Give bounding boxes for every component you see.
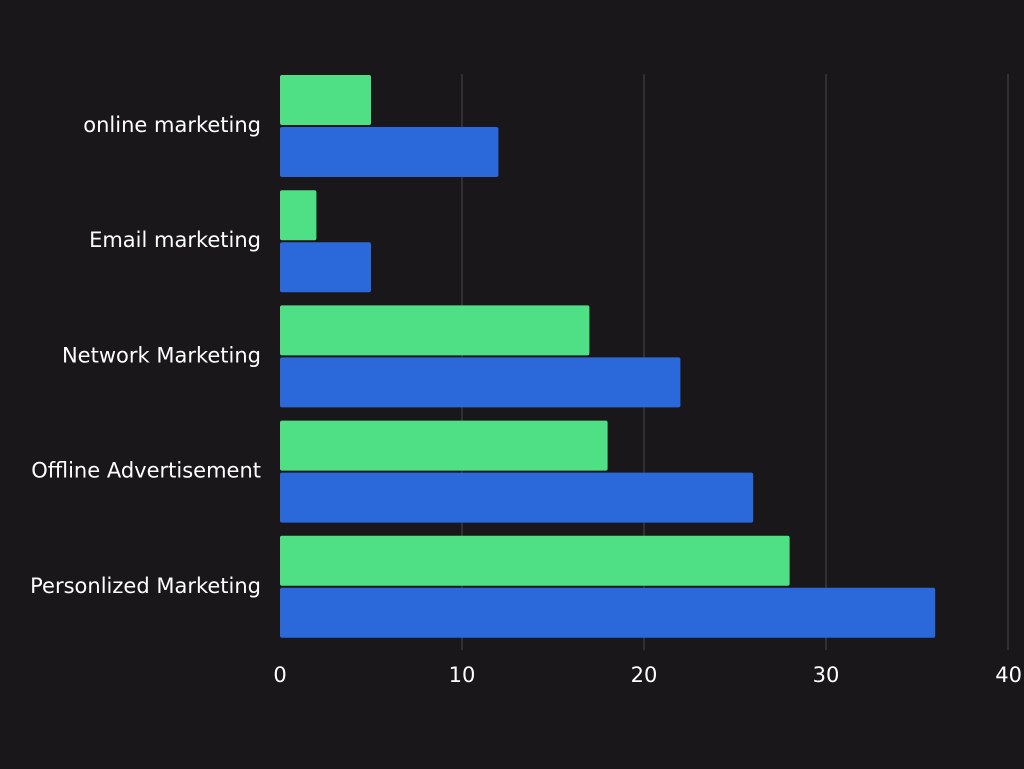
category-label: Network Marketing <box>62 343 261 367</box>
x-tick-label: 10 <box>449 663 476 687</box>
bar-personlized-marketing-series-1 <box>280 535 790 586</box>
x-tick-label: 40 <box>995 663 1022 687</box>
x-axis-tick-labels: 0 10 20 30 40 <box>273 663 1022 687</box>
bars <box>280 75 936 638</box>
category-label: Offline Advertisement <box>31 459 261 483</box>
category-label: Personlized Marketing <box>30 574 261 598</box>
bar-email-marketing-series-2 <box>280 242 371 293</box>
bar-network-marketing-series-2 <box>280 357 681 408</box>
category-label: Email marketing <box>89 228 261 252</box>
bar-offline-advertisement-series-1 <box>280 420 608 471</box>
category-label: online marketing <box>83 113 261 137</box>
bar-email-marketing-series-1 <box>280 190 317 241</box>
x-tick-label: 0 <box>273 663 286 687</box>
x-tick-label: 30 <box>813 663 840 687</box>
bar-personlized-marketing-series-2 <box>280 587 936 638</box>
x-tick-label: 20 <box>631 663 658 687</box>
bar-network-marketing-series-1 <box>280 305 590 356</box>
bar-online-marketing-series-1 <box>280 75 371 125</box>
category-labels: online marketing Email marketing Network M… <box>30 113 261 598</box>
bar-offline-advertisement-series-2 <box>280 472 754 523</box>
bar-online-marketing-series-2 <box>280 127 499 177</box>
